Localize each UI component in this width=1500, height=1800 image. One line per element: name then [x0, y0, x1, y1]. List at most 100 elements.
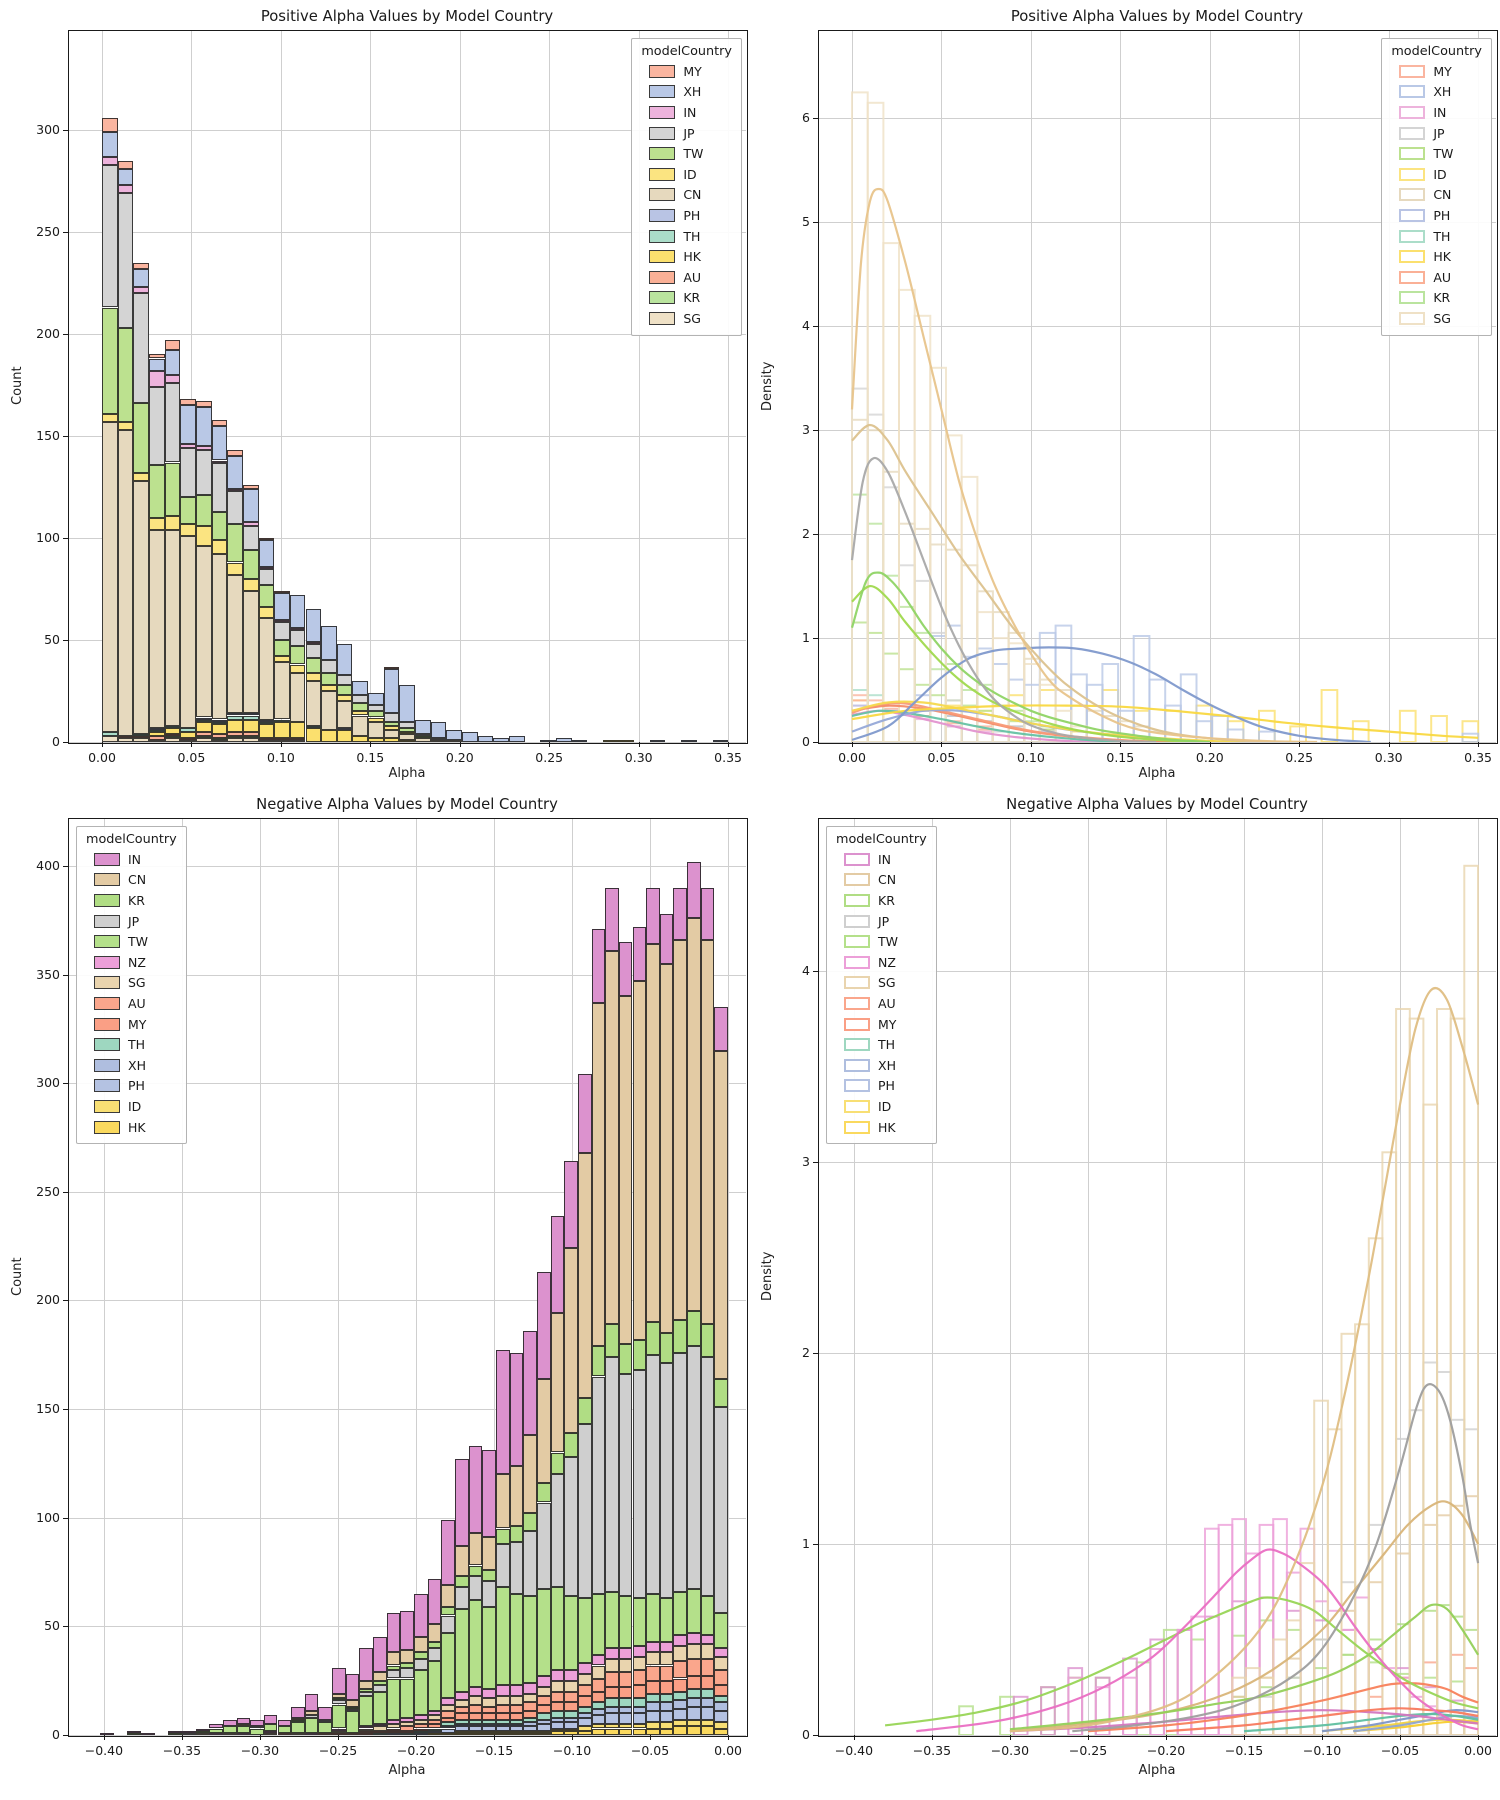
bar-segment-AU	[659, 1665, 674, 1681]
bar-segment-XH	[211, 425, 228, 461]
x-axis-label: Alpha	[388, 1763, 426, 1778]
bar-segment-MY	[646, 1680, 660, 1694]
y-tick	[63, 1735, 68, 1736]
x-tick-label: −0.10	[552, 1743, 592, 1758]
x-tick	[1244, 1735, 1245, 1740]
bar-segment-ID	[117, 421, 134, 430]
bar-segment-PH	[468, 1726, 483, 1731]
bar-segment-JP	[383, 713, 400, 722]
x-tick-label: −0.40	[834, 1743, 874, 1758]
x-tick-label: 0.00	[838, 750, 866, 765]
bar-segment-IN	[242, 521, 259, 526]
chart-title: Negative Alpha Values by Model Country	[256, 796, 558, 813]
bar-segment-TH	[673, 1691, 688, 1701]
bar-segment-KR	[427, 1641, 442, 1649]
bar-segment-AU	[632, 1669, 647, 1685]
bar-segment-CN	[345, 1700, 360, 1707]
swatch-outline-icon	[844, 935, 870, 949]
legend-title: modelCountry	[641, 44, 732, 59]
bar-segment-TW	[468, 1600, 483, 1688]
bar-segment-MY	[577, 1695, 592, 1707]
y-tick-label: 0	[52, 1727, 60, 1742]
bar-segment-XH	[258, 540, 275, 567]
bar-segment-IN	[127, 1730, 141, 1733]
bar-segment-SG	[687, 1643, 701, 1659]
bar-segment-AU	[577, 1685, 592, 1696]
bar-segment-TW	[427, 1661, 442, 1712]
bar-segment-JP	[318, 1719, 333, 1722]
swatch-filled-icon	[94, 935, 120, 949]
bar-segment-XH	[714, 1702, 729, 1712]
bar-segment-MY	[148, 354, 165, 359]
bar-segment-IN	[386, 1613, 401, 1653]
bar-segment-TW	[258, 584, 275, 608]
bar-segment-IN	[195, 446, 212, 451]
bar-segment-PH	[242, 713, 259, 716]
bar-segment-KR	[646, 1322, 660, 1355]
bar-segment-KR	[164, 735, 181, 738]
bar-segment-IN	[181, 1730, 196, 1733]
legend-label: XH	[878, 1057, 896, 1073]
x-tick	[1209, 742, 1211, 747]
bar-segment-SG	[441, 1704, 455, 1712]
legend-item-IN: IN	[86, 849, 177, 870]
y-tick	[63, 1626, 68, 1628]
gridline-horizontal	[68, 538, 746, 539]
bar-segment-IN	[304, 1693, 319, 1712]
legend-label: SG	[128, 975, 146, 991]
bar-segment-HK	[523, 1732, 537, 1735]
bar-segment-XH	[536, 1719, 551, 1725]
bar-segment-SG	[482, 1698, 496, 1707]
legend-item-TH: TH	[86, 1034, 177, 1055]
bar-segment-HK	[468, 1732, 483, 1735]
bar-segment-JP	[482, 1580, 496, 1607]
x-tick	[370, 742, 372, 747]
y-tick	[63, 640, 68, 641]
bar-segment-PH	[646, 1711, 660, 1722]
swatch-filled-icon	[94, 852, 120, 866]
bar-segment-XH	[133, 268, 149, 288]
bar-segment-KR	[618, 1343, 633, 1375]
bar-segment-TW	[399, 727, 416, 732]
bar-segment-XH	[605, 1706, 619, 1714]
y-tick-label: 3	[802, 422, 810, 438]
bar-segment-TW	[318, 1722, 333, 1733]
bar-segment-SG	[564, 1680, 578, 1692]
bar-segment-TW	[127, 1732, 141, 1735]
legend-label: PH	[128, 1078, 145, 1094]
bar-segment-HK	[164, 727, 181, 734]
y-tick-label: 250	[36, 224, 60, 239]
bar-segment-CN	[305, 680, 322, 726]
bar-segment-KR	[632, 1339, 647, 1370]
kde-curve-NZ	[916, 1548, 1479, 1733]
bar-segment-PH	[148, 727, 165, 730]
bar-segment-JP	[646, 1354, 660, 1594]
bar-segment-AU	[455, 1706, 469, 1714]
y-tick	[813, 1161, 818, 1163]
bar-segment-CN	[446, 740, 463, 742]
bar-segment-KR	[332, 1698, 346, 1701]
bar-segment-ID	[274, 656, 290, 663]
bar-segment-HK	[618, 740, 635, 742]
bar-segment-TH	[455, 1719, 469, 1725]
legend-item-CN: CN	[1391, 185, 1482, 206]
gridline-horizontal	[818, 1161, 1496, 1163]
bar-segment-IN	[209, 1724, 223, 1729]
y-tick	[63, 130, 68, 131]
bar-segment-NZ	[605, 1648, 619, 1659]
legend-box: modelCountry IN CN KR JP TW NZ SG AU MY TH XH PH ID HK	[826, 826, 937, 1145]
bar-segment-HK	[427, 1732, 442, 1735]
gridline-horizontal	[818, 638, 1496, 640]
kde-curve-IN	[1009, 1709, 1479, 1733]
bar-segment-MY	[482, 1713, 496, 1720]
bar-segment-IN	[455, 1459, 469, 1546]
bar-segment-MY	[509, 1713, 524, 1720]
bar-segment-MY	[564, 1702, 578, 1712]
kde-curve-MY	[1165, 1707, 1479, 1733]
bar-segment-JP	[368, 705, 384, 712]
plot-area: −0.40 −0.35 −0.30 −0.25 −0.20 −0.15 −0.10 −0.05…	[750, 790, 1500, 1800]
bar-segment-TW	[714, 1613, 729, 1649]
gridline-horizontal	[818, 222, 1496, 224]
bar-segment-CN	[133, 480, 149, 734]
bar-segment-TW	[195, 495, 212, 526]
